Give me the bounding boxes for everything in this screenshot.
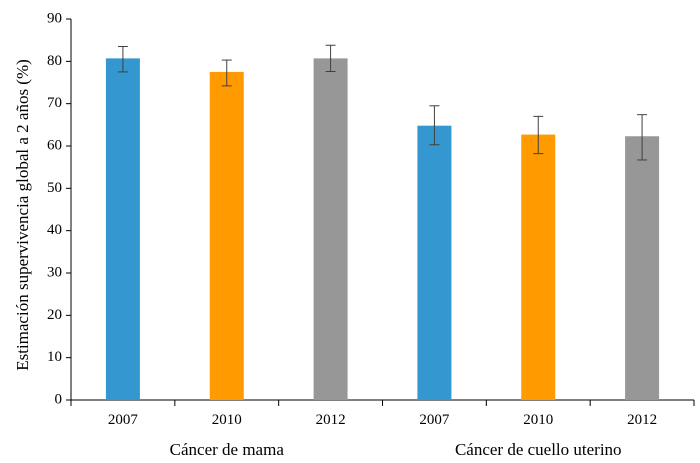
group-label: Cáncer de cuello uterino: [455, 440, 622, 459]
x-tick-label: 2012: [316, 412, 346, 428]
x-tick-label: 2007: [108, 412, 139, 428]
x-tick-label: 2007: [419, 412, 450, 428]
x-tick-label: 2010: [523, 412, 553, 428]
y-tick-label: 50: [47, 180, 62, 196]
bar-2007: [105, 58, 140, 401]
y-tick-label: 40: [47, 222, 62, 238]
y-tick-label: 60: [47, 137, 62, 153]
y-tick-label: 90: [47, 10, 62, 26]
bar-2007: [417, 125, 452, 401]
bar-2010: [209, 71, 244, 401]
bar-2012: [625, 136, 660, 400]
x-tick-label: 2010: [212, 412, 242, 428]
plot-area: 0 10 20 30 40 50 60 70 80 90 2007 2010 2012 2007 2010 2…: [47, 10, 695, 459]
y-tick-label: 0: [55, 391, 63, 407]
y-tick-label: 30: [47, 264, 62, 280]
bar-2010: [521, 134, 556, 400]
x-tick-label: 2012: [627, 412, 657, 428]
y-tick-label: 80: [47, 53, 62, 69]
y-tick-label: 70: [47, 95, 62, 111]
y-tick-label: 10: [47, 349, 62, 365]
group-label: Cáncer de mama: [170, 440, 285, 459]
bar-2012: [313, 58, 348, 401]
y-tick-label: 20: [47, 307, 62, 323]
y-axis-title: Estimación supervivencia global a 2 años…: [13, 59, 32, 371]
